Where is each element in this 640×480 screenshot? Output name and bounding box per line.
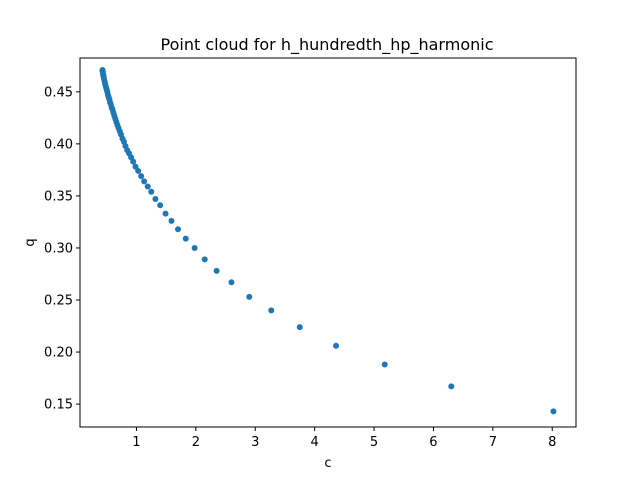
y-tick-label: 0.40 xyxy=(44,137,73,152)
x-tick-label: 4 xyxy=(310,435,318,450)
x-axis-ticks: 1 2 3 4 5 6 7 8 xyxy=(132,427,556,450)
data-points xyxy=(99,66,557,415)
x-tick-label: 1 xyxy=(132,435,140,450)
chart-title: Point cloud for h_hundredth_hp_harmonic xyxy=(161,35,494,55)
data-point xyxy=(148,188,155,195)
data-point xyxy=(152,196,159,203)
y-tick-label: 0.15 xyxy=(44,398,73,413)
y-tick-label: 0.45 xyxy=(44,85,73,100)
data-point xyxy=(246,293,253,300)
data-point xyxy=(157,202,164,209)
data-point xyxy=(448,383,455,390)
data-point xyxy=(201,256,208,263)
data-point xyxy=(144,183,151,190)
x-axis-label: c xyxy=(324,456,331,471)
data-point xyxy=(381,361,388,368)
data-point xyxy=(141,178,148,185)
data-point xyxy=(99,66,106,73)
y-tick-label: 0.25 xyxy=(44,294,73,309)
data-point xyxy=(213,267,220,274)
y-tick-label: 0.30 xyxy=(44,241,73,256)
x-tick-label: 3 xyxy=(251,435,259,450)
x-tick-label: 6 xyxy=(429,435,437,450)
x-tick-label: 8 xyxy=(548,435,556,450)
data-point xyxy=(182,235,189,242)
x-tick-label: 5 xyxy=(370,435,378,450)
data-point xyxy=(191,244,198,251)
data-point xyxy=(168,217,175,224)
x-tick-label: 7 xyxy=(489,435,497,450)
data-point xyxy=(333,342,340,349)
x-tick-label: 2 xyxy=(192,435,200,450)
y-tick-label: 0.35 xyxy=(44,189,73,204)
data-point xyxy=(138,173,145,180)
y-axis-ticks: 0.15 0.20 0.25 0.30 0.35 0.40 0.45 xyxy=(44,85,80,413)
data-point xyxy=(175,226,182,233)
y-axis-label: q xyxy=(23,238,38,246)
data-point xyxy=(228,279,235,286)
data-point xyxy=(296,324,303,331)
data-point xyxy=(132,163,139,170)
plot-area-frame xyxy=(79,57,577,428)
data-point xyxy=(550,408,557,415)
data-point xyxy=(268,307,275,314)
data-point xyxy=(162,210,169,217)
y-tick-label: 0.20 xyxy=(44,346,73,361)
